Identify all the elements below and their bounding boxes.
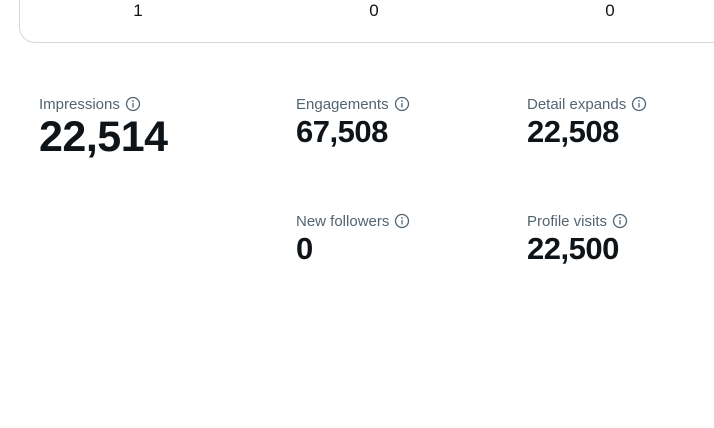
metric-label-row: Engagements (296, 94, 410, 114)
metric-profile-visits: Profile visits 22,500 (527, 211, 628, 267)
metric-value: 22,514 (39, 113, 168, 161)
engagement-summary-card (19, 0, 714, 43)
metric-label: Profile visits (527, 212, 608, 230)
top-count-3: 0 (605, 1, 615, 20)
metric-value: 67,508 (296, 114, 388, 149)
top-count-2: 0 (369, 1, 379, 20)
top-count-1: 1 (133, 1, 143, 20)
metric-label-row: Impressions (39, 94, 168, 114)
metric-impressions: Impressions 22,514 (39, 94, 168, 161)
info-icon[interactable] (394, 96, 410, 112)
metric-value: 0 (296, 231, 313, 266)
metric-label: Impressions (39, 95, 120, 113)
metric-detail-expands: Detail expands 22,508 (527, 94, 647, 150)
info-icon[interactable] (612, 213, 628, 229)
metric-label: Engagements (296, 95, 389, 113)
metric-label-row: Profile visits (527, 211, 628, 231)
metric-engagements: Engagements 67,508 (296, 94, 410, 150)
metric-value: 22,500 (527, 231, 619, 266)
info-icon[interactable] (631, 96, 647, 112)
metric-label: Detail expands (527, 95, 627, 113)
metric-new-followers: New followers 0 (296, 211, 410, 267)
info-icon[interactable] (125, 96, 141, 112)
metric-label-row: Detail expands (527, 94, 647, 114)
metric-label: New followers (296, 212, 390, 230)
metric-value: 22,508 (527, 114, 619, 149)
info-icon[interactable] (394, 213, 410, 229)
metric-label-row: New followers (296, 211, 410, 231)
